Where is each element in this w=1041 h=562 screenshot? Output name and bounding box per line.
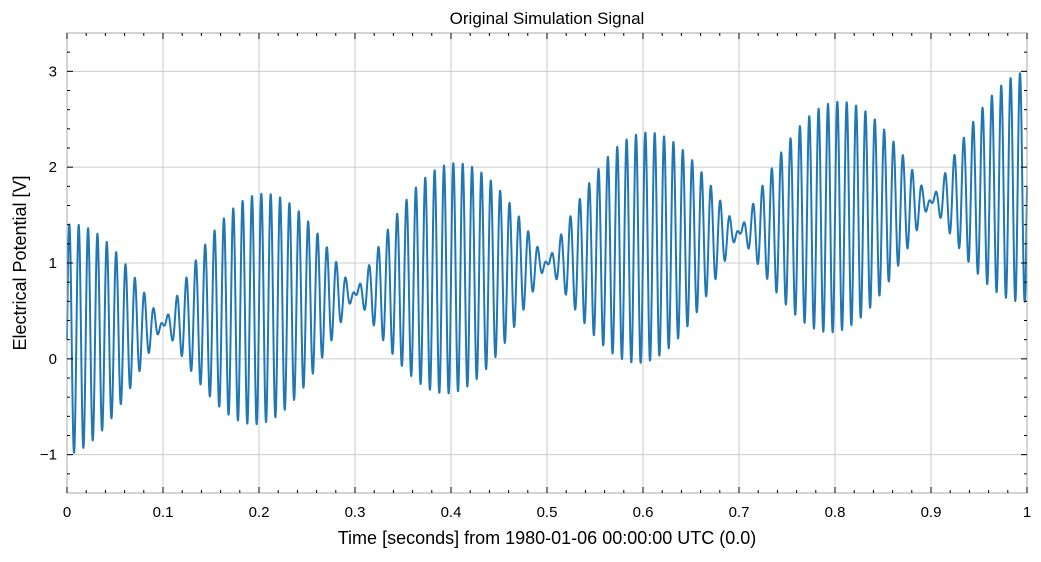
x-tick-label: 0.4 xyxy=(441,504,462,521)
x-tick-label: 0.8 xyxy=(825,504,846,521)
ticks: 0 0.1 0.2 0.3 0.4 0.5 0.6 0.7 0.8 0.9 1 −1 0 1 2 3 xyxy=(40,33,1031,521)
series-layer xyxy=(66,72,1028,454)
chart-title: Original Simulation Signal xyxy=(450,9,645,28)
x-tick-label: 0.6 xyxy=(633,504,654,521)
y-tick-label: 3 xyxy=(49,63,57,80)
y-tick-label: −1 xyxy=(40,447,57,464)
x-tick-label: 0.9 xyxy=(921,504,942,521)
x-tick-label: 0.1 xyxy=(153,504,174,521)
y-tick-label: 1 xyxy=(49,255,57,272)
x-tick-label: 0 xyxy=(63,504,71,521)
x-tick-label: 0.7 xyxy=(729,504,750,521)
y-tick-label: 2 xyxy=(49,159,57,176)
x-tick-label: 0.3 xyxy=(345,504,366,521)
x-tick-label: 0.5 xyxy=(537,504,558,521)
y-tick-label: 0 xyxy=(49,351,57,368)
y-axis-label: Electrical Potential [V] xyxy=(10,175,30,350)
x-axis-label: Time [seconds] from 1980-01-06 00:00:00 … xyxy=(338,528,757,548)
x-tick-label: 0.2 xyxy=(249,504,270,521)
series-line-signal xyxy=(66,72,1028,454)
x-tick-label: 1 xyxy=(1023,504,1031,521)
